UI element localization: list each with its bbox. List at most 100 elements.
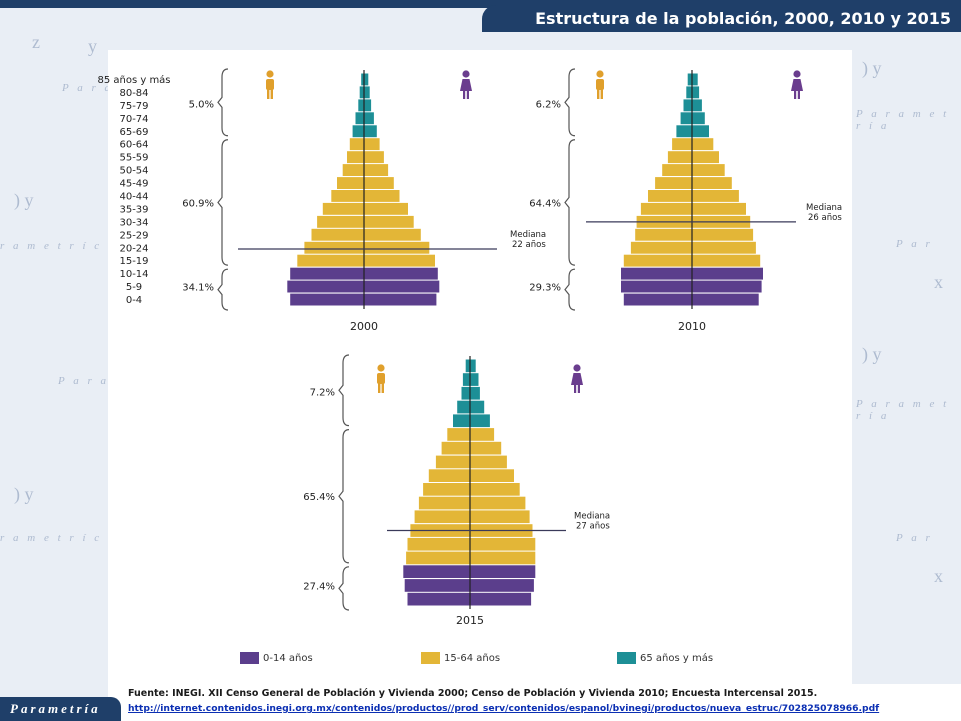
bar-male <box>465 359 470 373</box>
median-label: Mediana <box>806 203 842 213</box>
bar-male <box>461 386 470 400</box>
male-icon <box>600 89 603 99</box>
source-link[interactable]: http://internet.contenidos.inegi.org.mx/… <box>128 703 880 714</box>
bar-male <box>287 280 364 293</box>
bar-male <box>290 293 364 306</box>
bar-male <box>311 228 364 241</box>
year-label: 2000 <box>350 320 378 333</box>
bar-female <box>364 73 369 86</box>
bar-female <box>470 359 476 373</box>
bar-female <box>692 280 762 293</box>
bar-male <box>404 579 470 592</box>
pct-adult: 60.9% <box>182 198 214 209</box>
age-label: 85 años y más <box>97 74 170 86</box>
bar-male <box>621 267 692 280</box>
bar-female <box>470 579 534 592</box>
bar-female <box>692 190 739 202</box>
female-icon <box>574 385 577 393</box>
bar-female <box>470 469 514 482</box>
bar-male <box>457 400 470 414</box>
bar-male <box>290 267 364 280</box>
median-value: 22 años <box>512 240 546 250</box>
bar-female <box>364 228 421 241</box>
bar-female <box>692 112 705 125</box>
age-label: 30-34 <box>119 217 148 228</box>
chart-panel <box>108 50 852 684</box>
bracket-senior <box>217 68 229 137</box>
bar-female <box>692 293 759 306</box>
bar-male <box>423 483 470 496</box>
male-icon <box>377 373 385 384</box>
pct-adult: 65.4% <box>303 492 335 503</box>
female-icon <box>577 385 580 393</box>
age-label: 15-19 <box>119 256 148 267</box>
bar-male <box>359 86 364 99</box>
bar-female <box>364 241 430 254</box>
bar-female <box>470 592 532 606</box>
bar-female <box>692 73 698 86</box>
bar-female <box>364 254 435 267</box>
bar-male <box>414 510 470 524</box>
bar-female <box>692 241 756 254</box>
year-label: 2015 <box>456 614 484 627</box>
bar-female <box>364 151 384 164</box>
bar-male <box>403 565 470 578</box>
pct-child: 34.1% <box>182 283 214 294</box>
bar-female <box>692 254 761 267</box>
bg-glyph: x <box>934 272 943 292</box>
bar-female <box>692 164 725 176</box>
bar-male <box>621 280 692 293</box>
pct-child: 27.4% <box>303 581 335 592</box>
legend-item-senior: 65 años y más <box>617 650 713 666</box>
bracket-child <box>217 268 229 311</box>
age-label: 5-9 <box>126 282 142 293</box>
female-icon <box>460 79 472 91</box>
bar-female <box>692 151 719 164</box>
bracket-senior <box>338 354 350 427</box>
age-label: 70-74 <box>119 114 148 125</box>
bar-male <box>317 215 364 228</box>
bar-male <box>418 496 470 510</box>
bar-female <box>470 428 495 441</box>
age-label: 75-79 <box>119 101 148 112</box>
bar-male <box>462 373 470 386</box>
male-icon <box>377 364 385 372</box>
bar-male <box>407 537 470 551</box>
bar-female <box>364 293 437 306</box>
bar-female <box>692 125 709 138</box>
bar-male <box>676 125 692 138</box>
age-label: 35-39 <box>119 204 148 215</box>
source-note: Fuente: INEGI. XII Censo General de Pobl… <box>128 688 818 699</box>
legend-item-adult: 15-64 años <box>421 650 500 666</box>
age-label: 50-54 <box>119 166 148 177</box>
bg-glyph: y <box>88 36 97 56</box>
bracket-adult <box>564 139 576 266</box>
bar-female <box>364 164 389 176</box>
bar-female <box>470 414 490 428</box>
bar-male <box>331 190 364 202</box>
bar-female <box>364 280 440 293</box>
brand-logo: Parametría <box>0 697 121 721</box>
bar-male <box>635 228 692 241</box>
bar-female <box>364 202 408 215</box>
bg-watermark: r a m e t r í c <box>0 532 103 544</box>
bar-female <box>364 138 380 151</box>
age-label: 60-64 <box>119 140 148 151</box>
age-label: 0-4 <box>126 295 142 306</box>
legend-item-child: 0-14 años <box>240 650 313 666</box>
footer <box>108 684 961 721</box>
bg-watermark: r a m e t r í c <box>0 240 103 252</box>
bar-male <box>435 455 470 469</box>
bar-male <box>683 99 692 112</box>
legend-swatch-adult <box>421 652 440 664</box>
age-label: 10-14 <box>119 269 148 280</box>
female-icon <box>463 91 466 99</box>
bg-glyph: ) y <box>862 344 882 364</box>
bar-male <box>355 112 364 125</box>
bar-female <box>364 99 372 112</box>
bar-female <box>470 510 530 524</box>
age-label: 45-49 <box>119 179 148 190</box>
bar-female <box>692 86 700 99</box>
female-icon <box>794 91 797 99</box>
bar-male <box>337 177 364 189</box>
